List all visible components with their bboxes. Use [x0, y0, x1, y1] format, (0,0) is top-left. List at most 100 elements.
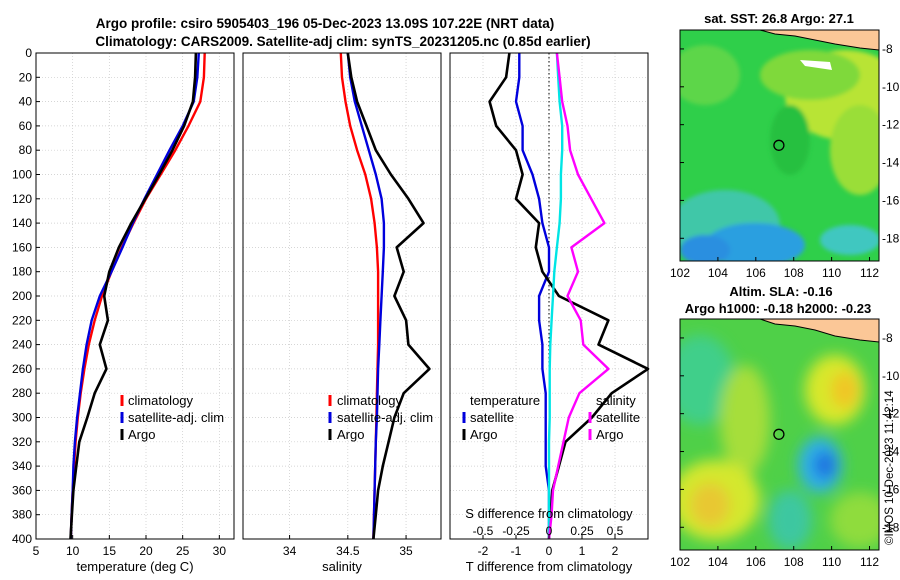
series-argo: [69, 52, 198, 540]
y-tick-label: 200: [12, 289, 32, 303]
x-tick-label: 20: [139, 544, 153, 558]
map-y-tick-label: -10: [882, 369, 900, 383]
legend-header-temperature: temperature: [470, 393, 540, 408]
map-x-tick-label: 104: [708, 266, 728, 280]
s-tick-label: 0.25: [570, 524, 594, 538]
x-tick-label: 1: [579, 544, 586, 558]
map-x-tick-label: 106: [746, 555, 766, 569]
figure-title-line2: Climatology: CARS2009. Satellite-adj cli…: [95, 34, 590, 49]
legend-t-satellite: satellite: [470, 410, 514, 425]
y-tick-label: 240: [12, 338, 32, 352]
y-tick-label: 300: [12, 411, 32, 425]
series-satellite-adj-clim: [69, 52, 200, 540]
temperature-axis-label: temperature (deg C): [76, 559, 193, 574]
map-y-tick-label: -16: [882, 482, 900, 496]
map-y-tick-label: -18: [882, 520, 900, 534]
x-tick-label: -2: [478, 544, 489, 558]
temperature-legend: climatology satellite-adj. clim Argo: [120, 393, 224, 442]
figure-title-line1: Argo profile: csiro 5905403_196 05-Dec-2…: [96, 16, 555, 31]
map-y-tick-label: -12: [882, 118, 900, 132]
y-tick-label: 140: [12, 216, 32, 230]
map-x-tick-label: 102: [670, 266, 690, 280]
difference-panel: -2 -1 0 1 2 temperature salinity satellite A…: [449, 52, 650, 574]
map-y-tick-label: -16: [882, 193, 900, 207]
x-tick-label: 35: [399, 544, 413, 558]
series-s-satellite: [547, 52, 564, 539]
y-tick-label: 400: [12, 532, 32, 546]
x-tick-label: 2: [612, 544, 619, 558]
map-x-tick-label: 102: [670, 555, 690, 569]
legend-s-satellite: satellite: [596, 410, 640, 425]
map-x-tick-label: 110: [822, 266, 841, 280]
legend-satellite-adj: satellite-adj. clim: [128, 410, 224, 425]
legend-t-argo: Argo: [470, 427, 497, 442]
difference-legend-temperature: satellite Argo: [462, 410, 514, 442]
map-y-tick-label: -10: [882, 80, 900, 94]
s-tick-label: 0.5: [607, 524, 624, 538]
t-difference-axis-label: T difference from climatology: [466, 559, 633, 574]
map-x-tick-label: 108: [784, 266, 804, 280]
legend-headers: temperature salinity: [470, 393, 636, 408]
legend-argo: Argo: [337, 427, 364, 442]
s-tick-label: -0.5: [473, 524, 494, 538]
map-y-tick-label: -8: [882, 331, 893, 345]
legend-climatology: climatology: [337, 393, 403, 408]
y-tick-label: 340: [12, 459, 32, 473]
map-x-tick-label: 112: [860, 266, 879, 280]
legend-s-argo: Argo: [596, 427, 623, 442]
y-tick-label: 260: [12, 362, 32, 376]
x-tick-label: 34: [283, 544, 297, 558]
x-tick-label: 30: [213, 544, 227, 558]
map-y-tick-label: -14: [882, 156, 900, 170]
sla-map: Altim. SLA: -0.16 Argo h1000: -0.18 h200…: [670, 284, 900, 569]
y-tick-label: 120: [12, 192, 32, 206]
sst-map-title: sat. SST: 26.8 Argo: 27.1: [704, 11, 854, 26]
map-y-tick-label: -18: [882, 231, 900, 245]
salinity-panel: 34 34.5 35 salinity climatology satellite-…: [242, 52, 442, 574]
map-x-tick-label: 110: [822, 555, 841, 569]
difference-legend-salinity: satellite Argo: [588, 410, 640, 442]
y-tick-label: 20: [19, 70, 33, 84]
y-tick-label: 40: [19, 95, 33, 109]
x-tick-label: 34.5: [336, 544, 360, 558]
x-tick-label: 5: [33, 544, 40, 558]
x-tick-label: -1: [511, 544, 522, 558]
legend-satellite-adj: satellite-adj. clim: [337, 410, 433, 425]
y-tick-label: 280: [12, 386, 32, 400]
series-s-argo: [547, 52, 610, 540]
legend-argo: Argo: [128, 427, 155, 442]
s-difference-axis-label: S difference from climatology: [465, 506, 633, 521]
series-argo: [346, 52, 431, 540]
map-x-tick-label: 108: [784, 555, 804, 569]
series-t-satellite: [514, 53, 551, 539]
y-tick-label: 160: [12, 240, 32, 254]
sst-profile-marker: [773, 139, 785, 151]
y-tick-label: 80: [19, 143, 33, 157]
map-y-tick-label: -12: [882, 407, 900, 421]
salinity-axis-label: salinity: [322, 559, 362, 574]
imos-credit: ©IMOS 10-Dec-2023 11:42:14: [884, 390, 896, 545]
y-tick-label: 220: [12, 313, 32, 327]
y-tick-label: 0: [25, 46, 32, 60]
temperature-panel: 5 10 15 20 25 30 0 20 40 60 80 100 120 140 160 180 200 2…: [12, 46, 235, 574]
y-tick-label: 60: [19, 119, 33, 133]
series-satellite-adj-clim: [346, 52, 386, 540]
sla-profile-marker: [773, 428, 785, 440]
salinity-legend: climatology satellite-adj. clim Argo: [328, 393, 433, 442]
x-tick-label: 10: [66, 544, 80, 558]
s-tick-label: 0: [546, 524, 553, 538]
s-tick-label: -0.25: [502, 524, 530, 538]
map-x-tick-label: 104: [708, 555, 728, 569]
y-tick-label: 100: [12, 168, 32, 182]
map-x-tick-label: 112: [860, 555, 879, 569]
y-tick-label: 380: [12, 508, 32, 522]
map-y-tick-label: -14: [882, 445, 900, 459]
y-tick-label: 320: [12, 435, 32, 449]
y-tick-label: 180: [12, 265, 32, 279]
x-tick-label: 15: [103, 544, 117, 558]
legend-climatology: climatology: [128, 393, 194, 408]
x-tick-label: 0: [546, 544, 553, 558]
legend-header-salinity: salinity: [596, 393, 636, 408]
map-x-tick-label: 106: [746, 266, 766, 280]
